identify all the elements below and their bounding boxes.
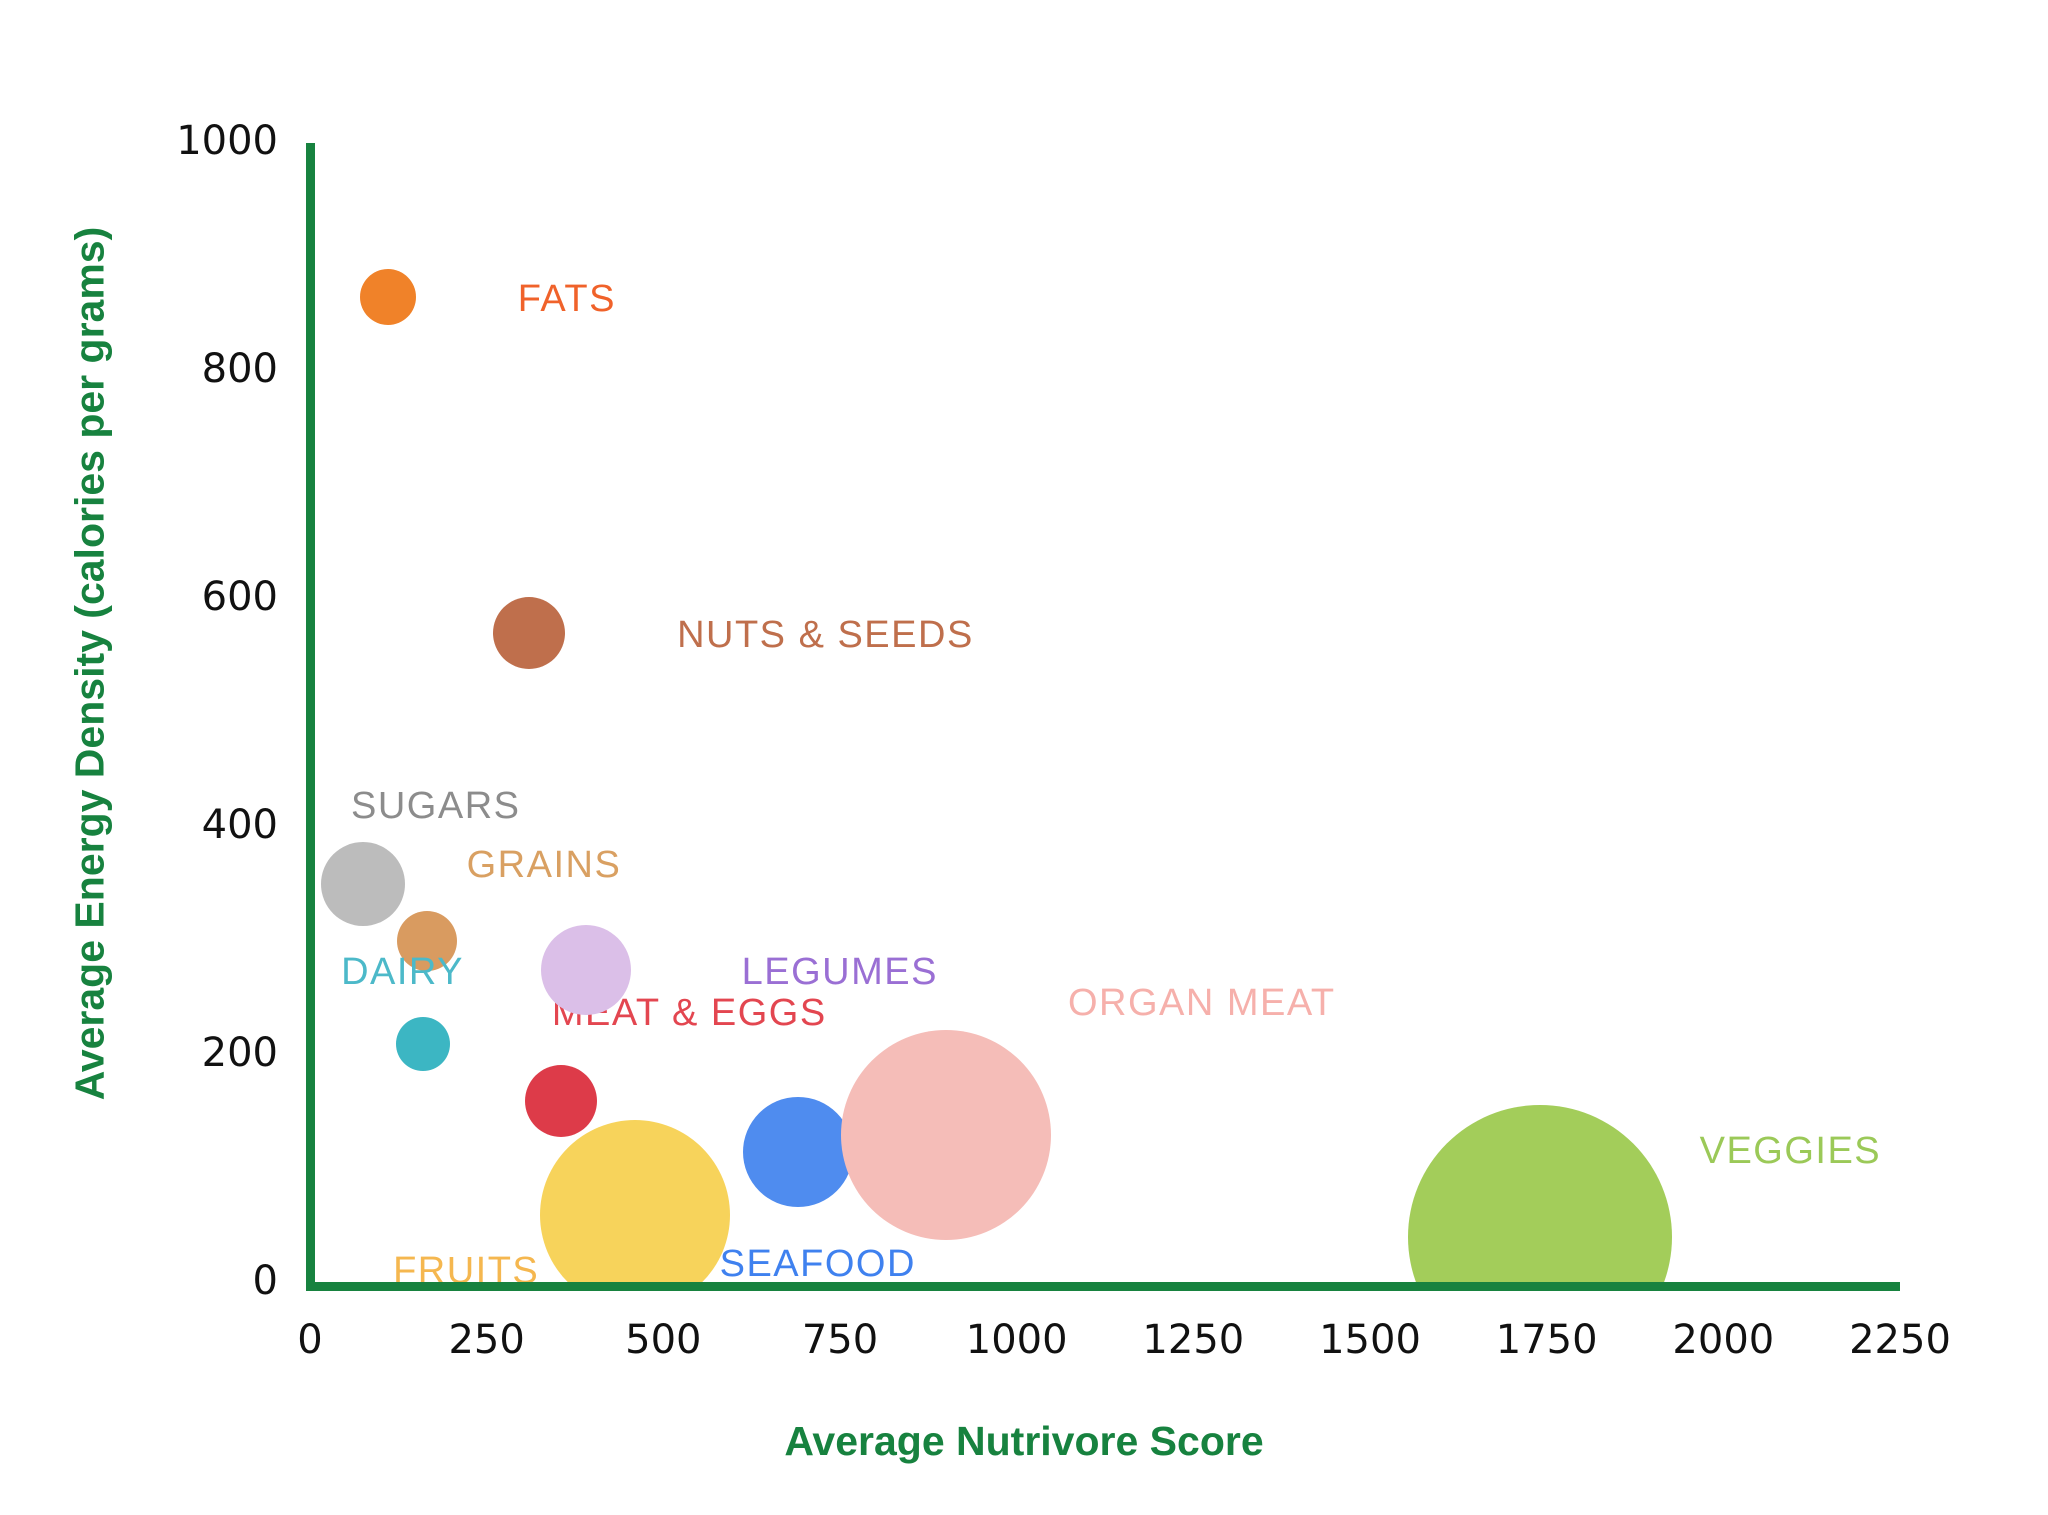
x-tick-label: 500 bbox=[625, 1317, 702, 1363]
bubble-legumes[interactable] bbox=[540, 924, 631, 1015]
x-tick-label: 2250 bbox=[1849, 1317, 1951, 1363]
y-tick-label: 200 bbox=[201, 1030, 278, 1076]
bubble-sugars[interactable] bbox=[321, 842, 405, 926]
x-tick-label: 250 bbox=[448, 1317, 525, 1363]
bubble-seafood[interactable] bbox=[742, 1096, 853, 1207]
bubble-label-fats: FATS bbox=[517, 277, 616, 320]
y-axis-tick-labels: 0 200 400 600 800 1000 bbox=[128, 0, 278, 1515]
x-tick-label: 1500 bbox=[1319, 1317, 1421, 1363]
y-axis-title: Average Energy Density (calories per gra… bbox=[66, 226, 113, 1101]
y-tick-label: 400 bbox=[201, 802, 278, 848]
plot-area: FATS NUTS & SEEDS SUGARS GRAINS DAIRY MEAT & … bbox=[321, 268, 1882, 1291]
x-tick-label: 1250 bbox=[1142, 1317, 1245, 1363]
x-tick-label: 2000 bbox=[1672, 1317, 1775, 1363]
x-tick-label: 1000 bbox=[965, 1317, 1068, 1363]
bubble-grains[interactable] bbox=[396, 911, 457, 971]
bubble-label-sugars: SUGARS bbox=[351, 785, 521, 827]
bubble-veggies[interactable] bbox=[1407, 1105, 1672, 1291]
x-tick-label: 1750 bbox=[1495, 1317, 1598, 1363]
y-axis-line bbox=[306, 143, 315, 1291]
bubble-label-organ-meat: ORGAN MEAT bbox=[1068, 981, 1336, 1024]
y-tick-label: 800 bbox=[201, 346, 278, 392]
y-tick-label: 1000 bbox=[176, 118, 278, 164]
bubble-label-legumes: LEGUMES bbox=[741, 950, 938, 993]
bubble-label-nuts-seeds: NUTS & SEEDS bbox=[677, 614, 974, 657]
y-tick-label: 600 bbox=[201, 574, 278, 620]
bubble-label-seafood: SEAFOOD bbox=[719, 1242, 916, 1285]
bubble-organ-meat[interactable] bbox=[841, 1029, 1051, 1240]
bubble-meat-eggs[interactable] bbox=[524, 1064, 597, 1137]
bubble-label-dairy: DAIRY bbox=[341, 950, 465, 993]
x-tick-label: 0 bbox=[297, 1317, 323, 1363]
bubble-fats[interactable] bbox=[359, 268, 416, 325]
bubble-label-grains: GRAINS bbox=[466, 844, 622, 886]
bubble-label-veggies: VEGGIES bbox=[1699, 1130, 1882, 1173]
y-tick-label: 0 bbox=[252, 1258, 278, 1304]
bubble-fruits[interactable] bbox=[540, 1119, 731, 1291]
x-tick-label: 750 bbox=[801, 1317, 879, 1363]
bubble-dairy[interactable] bbox=[396, 1016, 451, 1071]
x-axis-line bbox=[306, 1282, 1900, 1291]
x-axis-title: Average Nutrivore Score bbox=[784, 1418, 1264, 1464]
bubble-nuts-seeds[interactable] bbox=[493, 597, 566, 670]
